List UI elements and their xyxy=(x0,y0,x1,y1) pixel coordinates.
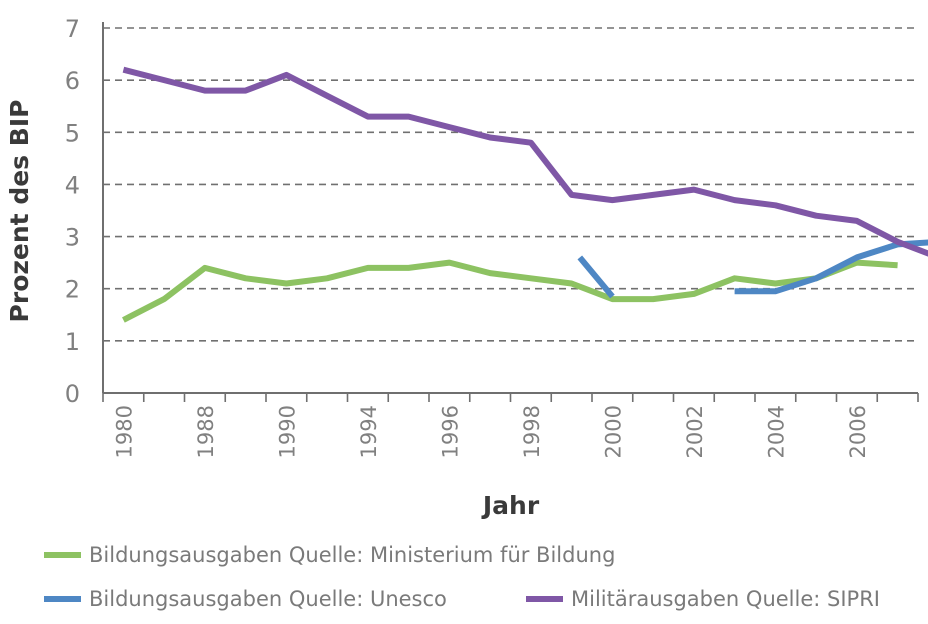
y-tick-label: 2 xyxy=(65,276,80,304)
x-tick-label: 1996 xyxy=(438,405,462,458)
x-tick-labels: 1980 1988 1990 1994 1996 1998 2000 2002 2004 2006… xyxy=(112,405,928,458)
x-tick-label: 1988 xyxy=(194,405,218,458)
x-tick-label: 1980 xyxy=(112,405,136,458)
x-tick-label: 2000 xyxy=(601,405,625,458)
x-axis-title: Jahr xyxy=(481,491,540,520)
legend-label-3: Militärausgaben Quelle: SIPRI xyxy=(571,587,880,611)
legend-label-2: Bildungsausgaben Quelle: Unesco xyxy=(89,587,447,611)
y-tick-label: 6 xyxy=(65,67,80,95)
legend: Bildungsausgaben Quelle: Ministerium für… xyxy=(44,543,880,611)
x-tick-label: 2006 xyxy=(846,405,870,458)
series-line-3 xyxy=(122,66,928,257)
data-series xyxy=(122,66,928,323)
series-line-1 xyxy=(122,259,898,323)
y-axis-title: Prozent des BIP xyxy=(5,100,34,323)
y-tick-label: 4 xyxy=(65,171,80,199)
y-tick-labels: 0 1 2 3 4 5 6 7 xyxy=(65,15,80,408)
y-tick-label: 1 xyxy=(65,328,80,356)
y-tick-label: 0 xyxy=(65,380,80,408)
x-tick-label: 2004 xyxy=(764,405,788,458)
y-tick-label: 5 xyxy=(65,119,80,147)
series-line-2-segment-1 xyxy=(577,255,615,299)
legend-label-1: Bildungsausgaben Quelle: Ministerium für… xyxy=(89,543,615,567)
x-tick-label: 1990 xyxy=(275,405,299,458)
axes xyxy=(102,22,919,402)
grid-lines xyxy=(103,27,918,342)
y-tick-label: 3 xyxy=(65,224,80,252)
y-tick-label: 7 xyxy=(65,15,80,43)
x-tick-label: 1994 xyxy=(357,405,381,458)
x-tick-label: 1998 xyxy=(520,405,544,458)
x-tick-label: 2002 xyxy=(683,405,707,458)
